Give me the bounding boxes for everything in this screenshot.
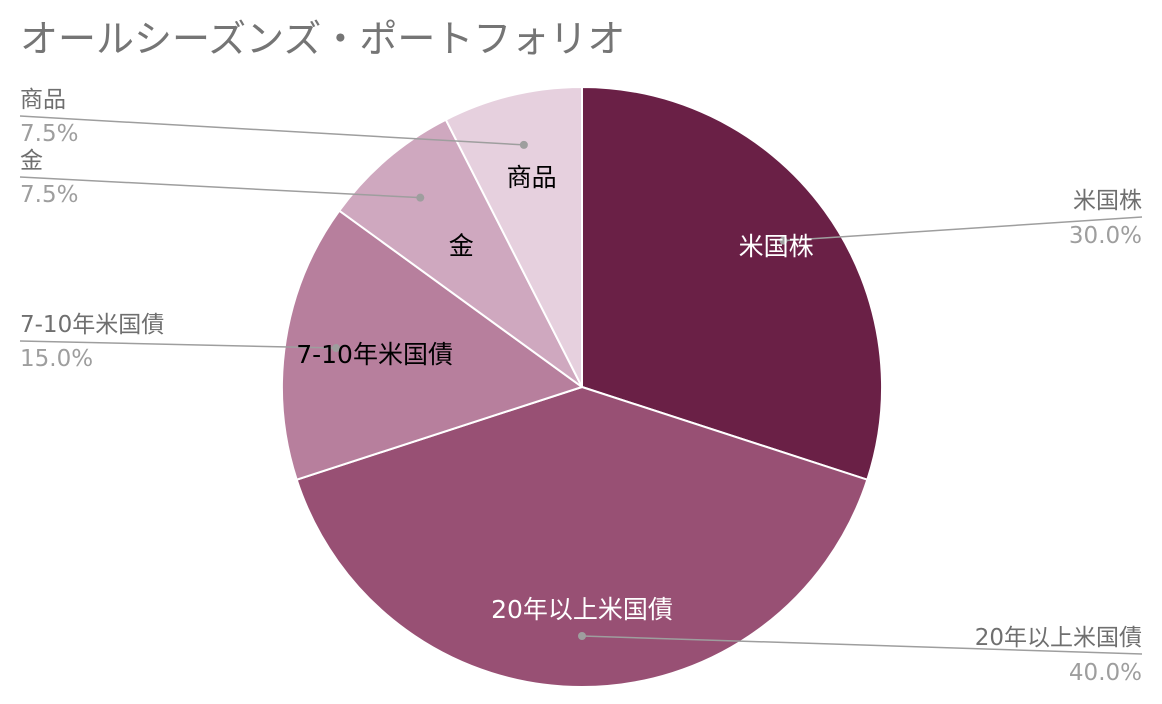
chart-title: オールシーズンズ・ポートフォリオ xyxy=(20,17,625,61)
slice-labels: 米国株米国株30.0%20年以上米国債20年以上米国債40.0%7-10年米国債… xyxy=(20,87,1142,686)
slice-金 xyxy=(337,118,583,388)
outside-label-percent: 30.0% xyxy=(1069,223,1142,249)
outside-label-percent: 15.0% xyxy=(20,346,93,372)
leader-line xyxy=(783,216,1143,242)
outside-label-name: 7-10年米国債 xyxy=(20,312,164,338)
outside-label-name: 金 xyxy=(20,148,43,174)
outside-label-percent: 40.0% xyxy=(1069,660,1142,686)
leader-line xyxy=(19,176,421,199)
leader-lines xyxy=(19,115,1143,655)
inside-label: 金 xyxy=(449,232,474,261)
outside-label-percent: 7.5% xyxy=(20,182,78,208)
slice-米国株 xyxy=(581,85,883,481)
inside-label: 7-10年米国債 xyxy=(296,340,453,369)
slice-7-10年米国債 xyxy=(281,209,585,481)
leader-line xyxy=(581,635,1143,655)
inside-label: 米国株 xyxy=(739,232,814,261)
slice-20年以上米国債 xyxy=(295,385,869,688)
inside-label: 商品 xyxy=(507,163,557,192)
outside-label-name: 商品 xyxy=(20,87,66,113)
outside-label-name: 20年以上米国債 xyxy=(975,625,1142,651)
leader-line xyxy=(19,115,524,146)
outside-label-percent: 7.5% xyxy=(20,121,78,147)
leader-line xyxy=(19,340,337,349)
inside-label: 20年以上米国債 xyxy=(491,595,673,624)
slice-商品 xyxy=(444,85,583,388)
outside-label-name: 米国株 xyxy=(1073,188,1142,214)
pie-slices xyxy=(281,85,883,688)
